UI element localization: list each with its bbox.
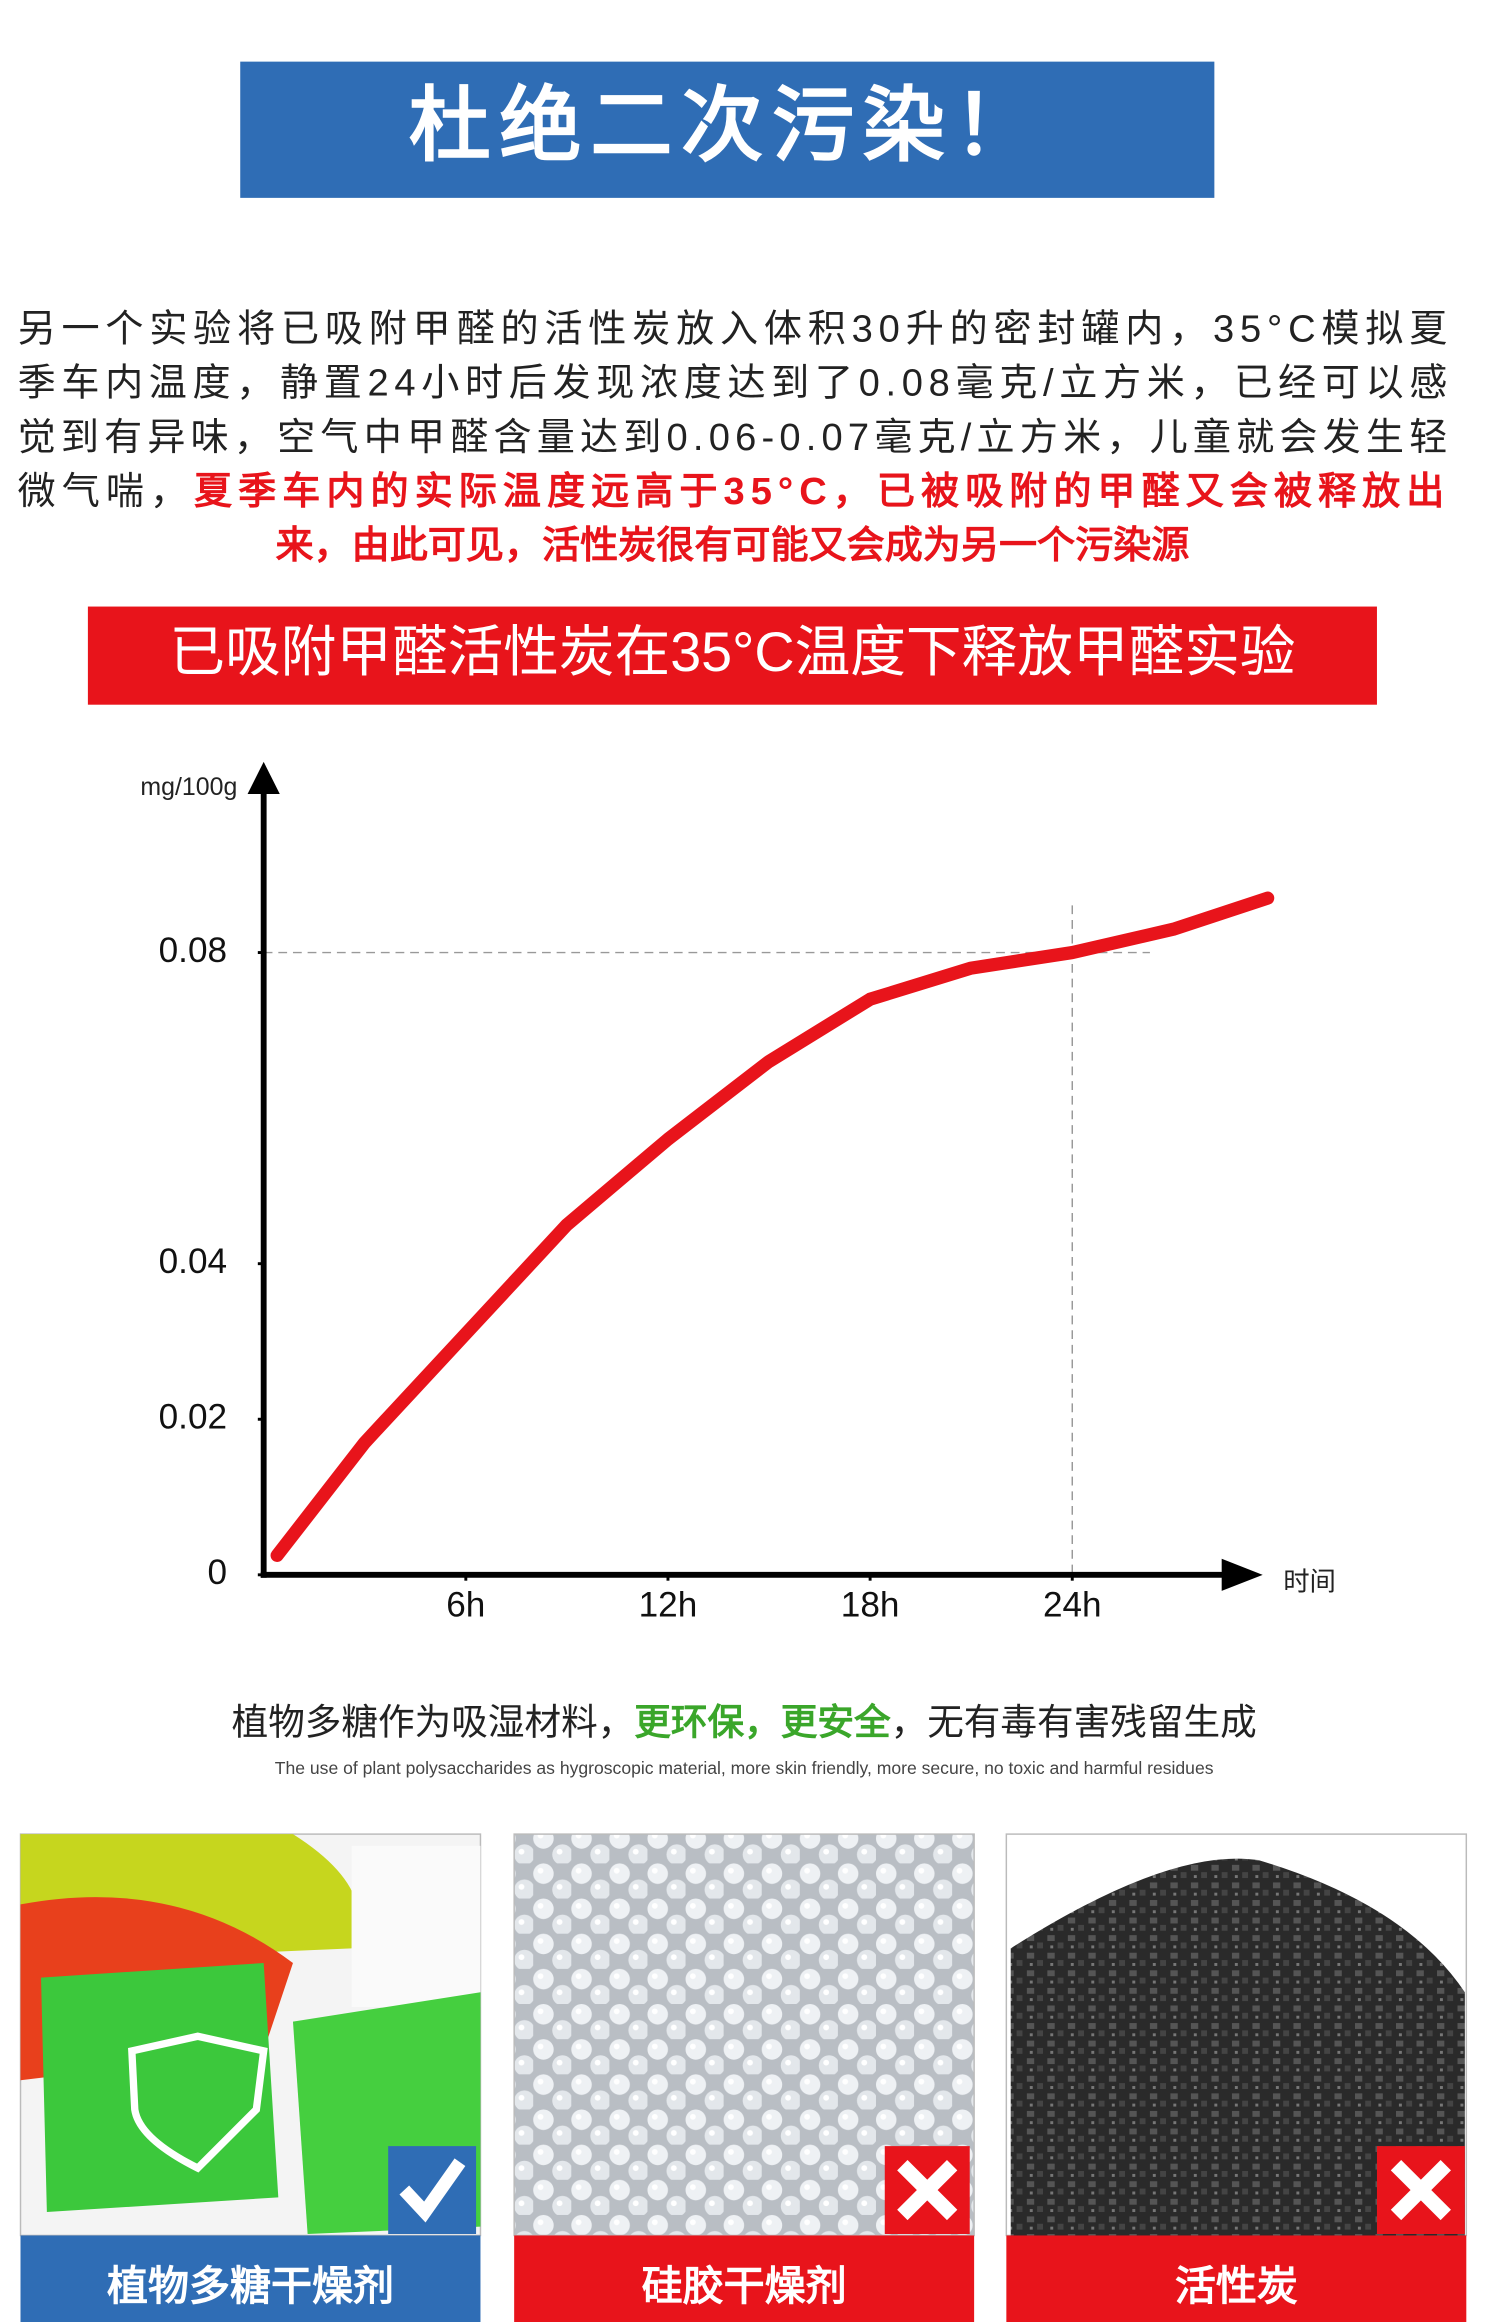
chart-title-bar	[87, 606, 1377, 705]
note-english: The use of plant polysaccharides as hygr…	[275, 1758, 1214, 1778]
intro-line: 另一个实验将已吸附甲醛的活性炭放入体积30升的密封罐内，35°C模拟夏	[18, 307, 1448, 350]
x-tick-label: 6h	[446, 1585, 485, 1624]
y-tick-label: 0.04	[159, 1242, 227, 1281]
product-card	[1005, 1833, 1468, 2322]
y-tick-label: 0	[208, 1553, 228, 1592]
y-tick-label: 0.02	[159, 1398, 227, 1437]
note-highlight: 更环保，更安全	[634, 1701, 891, 1742]
x-tick-label: 24h	[1043, 1585, 1102, 1624]
note: 植物多糖作为吸湿材料，更环保，更安全，无有毒有害残留生成	[232, 1701, 1257, 1742]
note-text: 植物多糖作为吸湿材料，	[232, 1701, 635, 1742]
intro-line: 觉到有异味，空气中甲醛含量达到0.06-0.07毫克/立方米，儿童就会发生轻	[18, 416, 1448, 459]
product-card	[19, 1833, 482, 2322]
data-line	[270, 891, 1275, 1562]
y-axis-label: mg/100g	[140, 773, 237, 801]
x-tick-label: 18h	[841, 1585, 900, 1624]
chart: mg/100g 时间 0 0.02 0.04 0.08 6h 12h 18h 24h	[140, 761, 1336, 1624]
header-bar	[240, 61, 1215, 198]
x-axis-arrow	[1221, 1558, 1263, 1591]
y-tick-label: 0.08	[159, 931, 227, 970]
y-axis-arrow	[247, 761, 280, 795]
product-card	[513, 1833, 975, 2322]
intro-highlight: 来，由此可见，活性炭很有可能又会成为另一个污染源	[275, 524, 1189, 567]
chart-title: 已吸附甲醛活性炭在35°C温度下释放甲醛实验	[169, 621, 1295, 683]
intro-highlight: 夏季车内的实际温度远高于35°C，已被吸附的甲醛又会被释放出	[194, 470, 1444, 513]
product-label: 植物多糖干燥剂	[107, 2263, 394, 2309]
note-text: ，无有毒有害残留生成	[891, 1701, 1257, 1742]
x-axis-label: 时间	[1283, 1567, 1336, 1597]
intro-line: 季车内温度，静置24小时后发现浓度达到了0.08毫克/立方米，已经可以感	[18, 362, 1448, 405]
header-title: 杜绝二次污染！	[409, 81, 1045, 172]
intro-line: 微气喘， 夏季车内的实际温度远高于35°C，已被吸附的甲醛又会被释放出	[18, 470, 1445, 513]
product-label: 硅胶干燥剂	[642, 2263, 847, 2309]
x-tick-label: 12h	[639, 1585, 698, 1624]
product-label: 活性炭	[1175, 2263, 1298, 2309]
intro-text: 微气喘，	[18, 471, 188, 513]
